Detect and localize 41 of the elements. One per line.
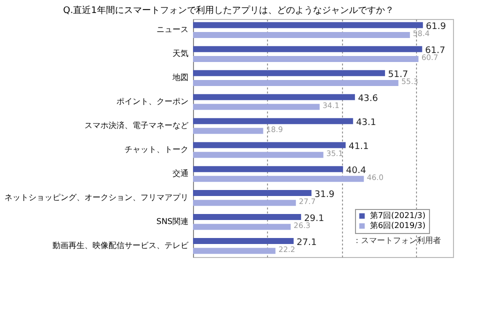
bar xyxy=(193,166,344,172)
data-label: 31.9 xyxy=(314,190,335,200)
y-tick-label: 天気 xyxy=(172,49,188,58)
bar xyxy=(193,152,324,158)
bar xyxy=(193,22,423,28)
y-tick-label: スマホ決済、電子マネーなど xyxy=(84,121,188,130)
bar xyxy=(193,70,386,76)
bar xyxy=(193,238,294,244)
y-tick-label: SNS関連 xyxy=(156,216,188,226)
bar xyxy=(193,214,302,220)
bar xyxy=(193,142,346,148)
y-tick-label: 地図 xyxy=(172,73,188,82)
y-tick-label: ネットショッピング、オークション、フリマアプリ xyxy=(4,192,188,202)
data-label: 29.1 xyxy=(304,214,324,224)
bar xyxy=(193,118,354,124)
y-tick-label: ニュース xyxy=(156,25,188,34)
bar xyxy=(193,46,422,52)
bar xyxy=(193,94,355,100)
data-label: 43.6 xyxy=(358,94,378,104)
y-tick-label: ポイント、クーポン xyxy=(116,97,188,106)
bar xyxy=(193,248,276,254)
bar xyxy=(193,56,418,62)
data-label: 40.4 xyxy=(346,166,366,176)
y-tick-label: 交通 xyxy=(172,168,188,178)
bar xyxy=(193,190,312,196)
bar xyxy=(193,32,410,38)
bar xyxy=(193,176,364,182)
bar xyxy=(193,104,320,110)
y-tick-label: 動画再生、映像配信サービス、テレビ xyxy=(52,240,190,250)
bar xyxy=(193,224,291,230)
data-label: 41.1 xyxy=(348,142,369,152)
data-label: 43.1 xyxy=(356,118,376,128)
bar xyxy=(193,128,264,134)
bar xyxy=(193,80,398,86)
legend-label: 第7回(2021/3) xyxy=(370,211,426,220)
data-label: 27.1 xyxy=(296,238,317,248)
bar xyxy=(193,200,296,206)
y-tick-label: チャット、トーク xyxy=(124,144,188,154)
annotation: ：スマートフォン利用者 xyxy=(353,236,441,245)
chart-title: Q.直近1年間にスマートフォンで利用したアプリは、どのようなジャンルですか？ xyxy=(63,5,394,16)
legend-label: 第6回(2019/3) xyxy=(370,221,426,230)
